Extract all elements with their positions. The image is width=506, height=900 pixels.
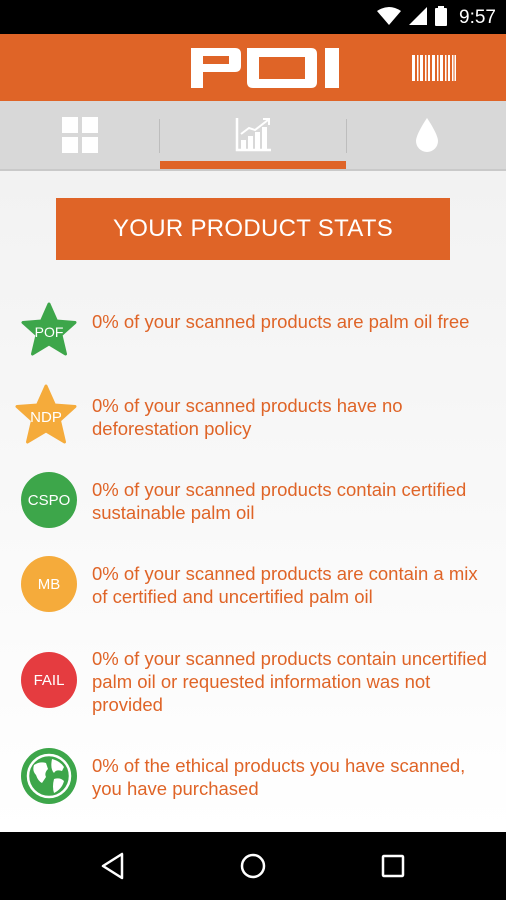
badge-label: FAIL <box>33 671 65 689</box>
tab-grid[interactable] <box>0 101 160 169</box>
battery-icon <box>435 5 448 31</box>
badge-label: MB <box>37 575 61 593</box>
stat-text: 0% of your scanned products are palm oil… <box>92 311 470 332</box>
fail-badge: FAIL <box>21 652 77 708</box>
stats-title: YOUR PRODUCT STATS <box>56 198 450 260</box>
home-button[interactable] <box>233 846 273 886</box>
navigation-bar <box>0 832 506 900</box>
back-button[interactable] <box>93 846 133 886</box>
recents-button[interactable] <box>373 846 413 886</box>
recents-icon <box>381 854 405 878</box>
pof-star-badge: POF <box>20 302 78 358</box>
badge-label: NDP <box>30 408 62 426</box>
signal-icon <box>409 6 428 30</box>
drop-icon <box>415 118 438 152</box>
star-icon <box>15 384 77 444</box>
globe-badge <box>21 748 77 804</box>
status-icons: 9:57 <box>377 5 496 31</box>
stats-chart-icon <box>235 118 271 152</box>
tab-drop[interactable] <box>347 101 506 169</box>
tab-stats[interactable] <box>160 101 346 169</box>
mb-badge: MB <box>21 556 77 612</box>
stat-text: 0% of your scanned products are contain … <box>92 563 478 607</box>
home-icon <box>240 853 266 879</box>
stats-content: YOUR PRODUCT STATS POF 0% of your scanne… <box>0 171 506 832</box>
cspo-badge: CSPO <box>21 472 77 528</box>
status-time: 9:57 <box>459 7 496 28</box>
tab-divider <box>159 119 160 153</box>
badge-label: CSPO <box>27 491 71 509</box>
badge-label: POF <box>34 324 64 340</box>
tab-selected-indicator <box>160 161 346 169</box>
grid-icon <box>62 117 98 153</box>
stat-text: 0% of the ethical products you have scan… <box>92 755 466 799</box>
tab-divider <box>346 119 347 153</box>
stat-text: 0% of your scanned products contain cert… <box>92 479 467 523</box>
tab-bar <box>0 101 506 171</box>
poi-logo <box>191 48 339 88</box>
barcode-scan-button[interactable] <box>410 52 458 84</box>
back-icon <box>101 852 124 880</box>
star-icon <box>21 302 77 356</box>
ndp-star-badge: NDP <box>14 384 78 446</box>
app-bar <box>0 34 506 101</box>
stat-text: 0% of your scanned products contain unce… <box>92 648 487 715</box>
status-bar: 9:57 <box>0 0 506 34</box>
barcode-icon <box>412 55 456 81</box>
wifi-icon <box>377 6 402 30</box>
globe-icon <box>26 753 72 799</box>
stat-text: 0% of your scanned products have no defo… <box>92 395 403 439</box>
